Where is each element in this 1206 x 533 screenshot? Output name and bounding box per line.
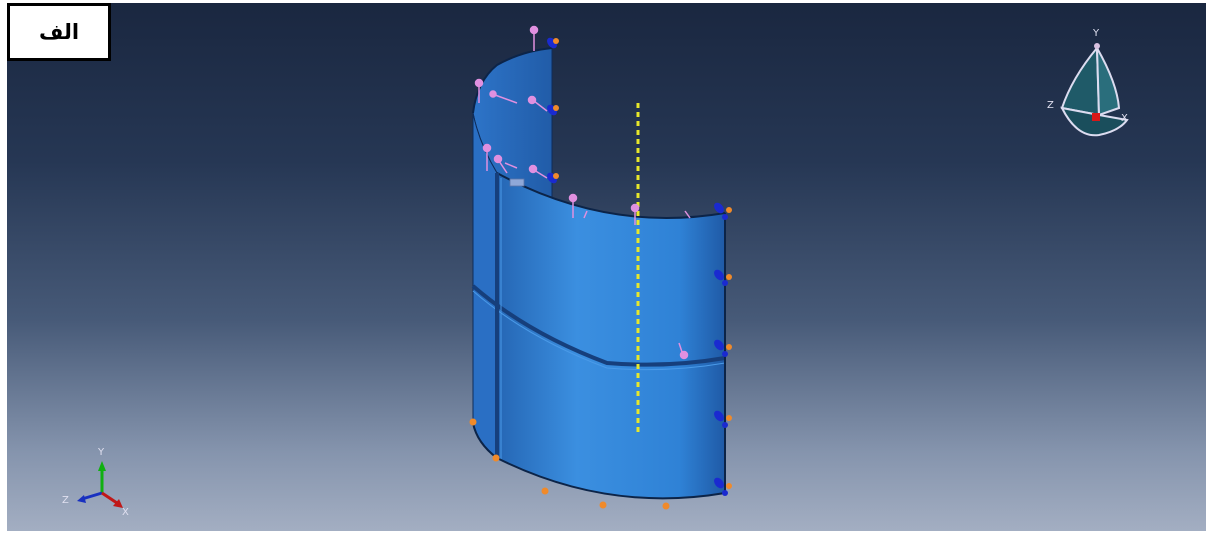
load-arrow[interactable] xyxy=(583,210,588,219)
node-marker[interactable] xyxy=(492,454,500,462)
node-marker[interactable] xyxy=(541,487,549,495)
coord-triad-x-label: X xyxy=(122,507,129,518)
load-arrow[interactable] xyxy=(630,203,640,226)
coord-triad-z-label: Z xyxy=(62,495,69,506)
triad-x-axis xyxy=(101,491,118,505)
model-scene[interactable]: Y Z X Y Z X xyxy=(7,3,1206,531)
view-triad-y-label: Y xyxy=(1092,28,1100,39)
coord-triad-y-label: Y xyxy=(97,447,105,458)
shell-patch-marker xyxy=(509,178,525,187)
bc-symbol[interactable] xyxy=(545,103,559,117)
shell-bottom-rim xyxy=(472,422,726,500)
load-arrows[interactable] xyxy=(474,25,691,360)
shell-front-face[interactable] xyxy=(496,172,726,499)
load-arrow[interactable] xyxy=(489,90,518,104)
model-viewport[interactable]: Y Z X Y Z X الف xyxy=(7,3,1206,531)
bc-symbol[interactable] xyxy=(545,36,559,50)
panel-label: الف xyxy=(7,3,111,61)
load-arrow[interactable] xyxy=(684,210,691,219)
shell-stiffener-ring-highlight xyxy=(472,290,726,371)
load-arrow[interactable] xyxy=(504,162,518,169)
boundary-condition-symbols[interactable] xyxy=(545,36,732,496)
view-triad-x-label: X xyxy=(1121,113,1128,124)
load-arrow[interactable] xyxy=(568,193,578,219)
triad-z-axis xyxy=(81,491,103,501)
load-arrow[interactable] xyxy=(529,25,539,52)
bc-symbol[interactable] xyxy=(712,201,732,220)
load-arrow[interactable] xyxy=(527,95,548,112)
bottom-node-markers[interactable] xyxy=(469,418,670,510)
bc-symbol[interactable] xyxy=(545,171,559,185)
node-marker[interactable] xyxy=(469,418,477,426)
load-arrow[interactable] xyxy=(678,342,689,360)
triad-pie-face-right xyxy=(1096,47,1121,117)
bc-symbol[interactable] xyxy=(712,268,732,286)
load-arrow[interactable] xyxy=(493,154,508,174)
bc-symbol[interactable] xyxy=(712,409,732,428)
shell-stiffener-ring[interactable] xyxy=(471,284,726,367)
triad-pie-base xyxy=(1060,106,1129,137)
load-arrow[interactable] xyxy=(482,143,492,172)
triad-pie-face xyxy=(1060,45,1101,117)
node-marker[interactable] xyxy=(599,501,607,509)
load-arrow[interactable] xyxy=(474,78,484,104)
node-marker[interactable] xyxy=(662,502,670,510)
view-orientation-triad[interactable]: Y Z X xyxy=(1047,28,1129,137)
shell-top-rim[interactable] xyxy=(496,172,726,219)
bc-symbol[interactable] xyxy=(712,338,732,357)
view-triad-z-label: Z xyxy=(1047,100,1054,111)
shell-top-edge-back xyxy=(472,47,553,114)
load-arrow[interactable] xyxy=(528,164,548,179)
bc-symbol[interactable] xyxy=(712,476,732,496)
triad-origin-marker xyxy=(1092,113,1100,121)
coordinate-triad[interactable]: Y Z X xyxy=(62,447,129,518)
